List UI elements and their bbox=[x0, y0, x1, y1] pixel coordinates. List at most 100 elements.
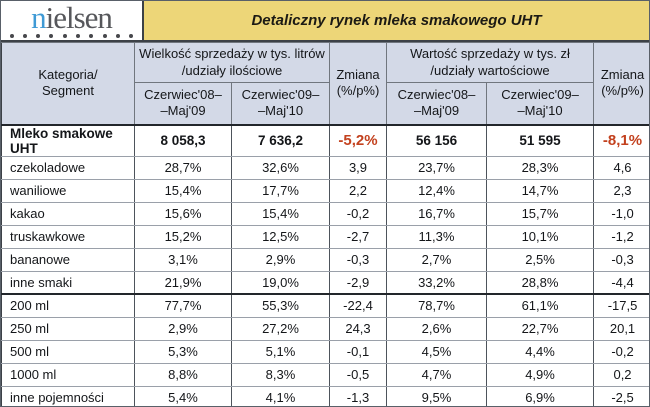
row-label: inne pojemności bbox=[1, 385, 135, 406]
row-label: truskawkowe bbox=[1, 224, 135, 249]
value-period1-cell: 16,7% bbox=[386, 201, 487, 226]
value-change-cell: 2,3 bbox=[593, 178, 649, 203]
header-volume-period1: Czerwiec'08– –Maj'09 bbox=[134, 82, 232, 125]
value-period2-cell: 4,4% bbox=[485, 339, 595, 364]
table-body: Mleko smakowe UHT 8 058,3 7 636,2 -5,2% 56 1… bbox=[1, 124, 649, 406]
value-change-cell: -4,4 bbox=[593, 270, 649, 295]
table-header-period-row: Czerwiec'08– –Maj'09 Czerwiec'09– –Maj'1… bbox=[2, 82, 650, 125]
table-header-group-row: Kategoria/ Segment Wielkość sprzedaży w … bbox=[1, 42, 649, 125]
table-row: inne smaki 21,9% 19,0% -2,9 33,2% 28,8% -4,4 bbox=[1, 270, 649, 295]
row-label: kakao bbox=[1, 201, 135, 226]
value-period1-cell: 12,4% bbox=[386, 178, 487, 203]
row-label: czekoladowe bbox=[1, 155, 135, 180]
value-period2-cell: 22,7% bbox=[485, 316, 595, 341]
value-period1-cell: 33,2% bbox=[386, 270, 487, 295]
volume-period2-cell: 55,3% bbox=[231, 293, 330, 318]
nielsen-logo-wordmark: nielsen bbox=[31, 2, 113, 33]
volume-change-cell: 24,3 bbox=[329, 316, 387, 341]
header-change-volume: Zmiana (%/p%) bbox=[329, 42, 387, 125]
table-row: 500 ml 5,3% 5,1% -0,1 4,5% 4,4% -0,2 bbox=[1, 339, 649, 364]
logo-rest-letters: ielsen bbox=[45, 0, 113, 35]
logo-dot bbox=[22, 33, 27, 38]
volume-period2-cell: 27,2% bbox=[231, 316, 330, 341]
logo-dot bbox=[116, 33, 121, 38]
row-label: 1000 ml bbox=[1, 362, 135, 387]
volume-period2-cell: 8,3% bbox=[231, 362, 330, 387]
logo-dot bbox=[9, 33, 14, 38]
volume-period2-cell: 32,6% bbox=[231, 155, 330, 180]
volume-change-cell: -5,2% bbox=[329, 124, 387, 157]
volume-period2-cell: 17,7% bbox=[231, 178, 330, 203]
market-data-table: Kategoria/ Segment Wielkość sprzedaży w … bbox=[1, 42, 650, 406]
volume-change-cell: -0,1 bbox=[329, 339, 387, 364]
header-value-period2: Czerwiec'09– –Maj'10 bbox=[485, 82, 595, 125]
volume-change-cell: 3,9 bbox=[329, 155, 387, 180]
table-row: czekoladowe 28,7% 32,6% 3,9 23,7% 28,3% 4,6 bbox=[1, 155, 649, 180]
volume-period1-cell: 8 058,3 bbox=[134, 124, 232, 157]
value-period1-cell: 56 156 bbox=[386, 124, 487, 157]
table-row: truskawkowe 15,2% 12,5% -2,7 11,3% 10,1% -1,2 bbox=[1, 224, 649, 249]
volume-period1-cell: 8,8% bbox=[134, 362, 232, 387]
nielsen-logo: nielsen bbox=[1, 1, 144, 40]
volume-change-cell: 2,2 bbox=[329, 178, 387, 203]
volume-period1-cell: 15,4% bbox=[134, 178, 232, 203]
table-row: 200 ml 77,7% 55,3% -22,4 78,7% 61,1% -17,5 bbox=[1, 293, 649, 318]
volume-change-cell: -1,3 bbox=[329, 385, 387, 406]
header-value-group: Wartość sprzedaży w tys. zł /udziały war… bbox=[385, 42, 595, 83]
value-change-cell: -8,1% bbox=[593, 124, 649, 157]
volume-period1-cell: 28,7% bbox=[134, 155, 232, 180]
value-change-cell: -2,5 bbox=[593, 385, 649, 406]
header-change-value: Zmiana (%/p%) bbox=[593, 42, 649, 125]
report-title-bar: Detaliczny rynek mleka smakowego UHT bbox=[144, 1, 649, 40]
volume-change-cell: -0,3 bbox=[329, 247, 387, 272]
volume-change-cell: -0,2 bbox=[329, 201, 387, 226]
volume-period2-cell: 7 636,2 bbox=[231, 124, 330, 157]
row-label: inne smaki bbox=[1, 270, 135, 295]
table-row: Mleko smakowe UHT 8 058,3 7 636,2 -5,2% 56 1… bbox=[1, 124, 649, 157]
table-row: bananowe 3,1% 2,9% -0,3 2,7% 2,5% -0,3 bbox=[1, 247, 649, 272]
value-period2-cell: 28,3% bbox=[485, 155, 595, 180]
row-label: 200 ml bbox=[1, 293, 135, 318]
volume-period2-cell: 5,1% bbox=[231, 339, 330, 364]
value-change-cell: -1,2 bbox=[593, 224, 649, 249]
volume-change-cell: -22,4 bbox=[329, 293, 387, 318]
volume-change-cell: -2,9 bbox=[329, 270, 387, 295]
logo-accent-letter: n bbox=[31, 0, 46, 35]
volume-period1-cell: 3,1% bbox=[134, 247, 232, 272]
row-label: waniliowe bbox=[1, 178, 135, 203]
row-label: 500 ml bbox=[1, 339, 135, 364]
table-row: 250 ml 2,9% 27,2% 24,3 2,6% 22,7% 20,1 bbox=[1, 316, 649, 341]
value-change-cell: -0,2 bbox=[593, 339, 649, 364]
value-period1-cell: 78,7% bbox=[386, 293, 487, 318]
value-period1-cell: 23,7% bbox=[386, 155, 487, 180]
volume-period2-cell: 19,0% bbox=[231, 270, 330, 295]
value-period2-cell: 28,8% bbox=[485, 270, 595, 295]
header-value-period1: Czerwiec'08– –Maj'09 bbox=[386, 82, 487, 125]
logo-dot bbox=[49, 33, 54, 38]
value-period2-cell: 15,7% bbox=[485, 201, 595, 226]
header-category: Kategoria/ Segment bbox=[1, 42, 135, 125]
header-volume-group: Wielkość sprzedaży w tys. litrów /udział… bbox=[134, 42, 330, 83]
logo-dot bbox=[76, 33, 81, 38]
row-label: 250 ml bbox=[1, 316, 135, 341]
value-period2-cell: 10,1% bbox=[485, 224, 595, 249]
value-period1-cell: 9,5% bbox=[386, 385, 487, 406]
value-change-cell: 20,1 bbox=[593, 316, 649, 341]
value-change-cell: 0,2 bbox=[593, 362, 649, 387]
nielsen-logo-dots bbox=[9, 33, 134, 38]
table-row: kakao 15,6% 15,4% -0,2 16,7% 15,7% -1,0 bbox=[1, 201, 649, 226]
report-header-band: nielsen Detaliczny rynek mleka smakowego… bbox=[1, 1, 649, 42]
value-period2-cell: 61,1% bbox=[485, 293, 595, 318]
value-change-cell: -1,0 bbox=[593, 201, 649, 226]
value-change-cell: -17,5 bbox=[593, 293, 649, 318]
volume-period1-cell: 5,3% bbox=[134, 339, 232, 364]
logo-dot bbox=[129, 33, 134, 38]
volume-period2-cell: 2,9% bbox=[231, 247, 330, 272]
logo-dot bbox=[62, 33, 67, 38]
volume-change-cell: -2,7 bbox=[329, 224, 387, 249]
value-period1-cell: 2,7% bbox=[386, 247, 487, 272]
volume-period1-cell: 2,9% bbox=[134, 316, 232, 341]
logo-dot bbox=[89, 33, 94, 38]
volume-period1-cell: 77,7% bbox=[134, 293, 232, 318]
